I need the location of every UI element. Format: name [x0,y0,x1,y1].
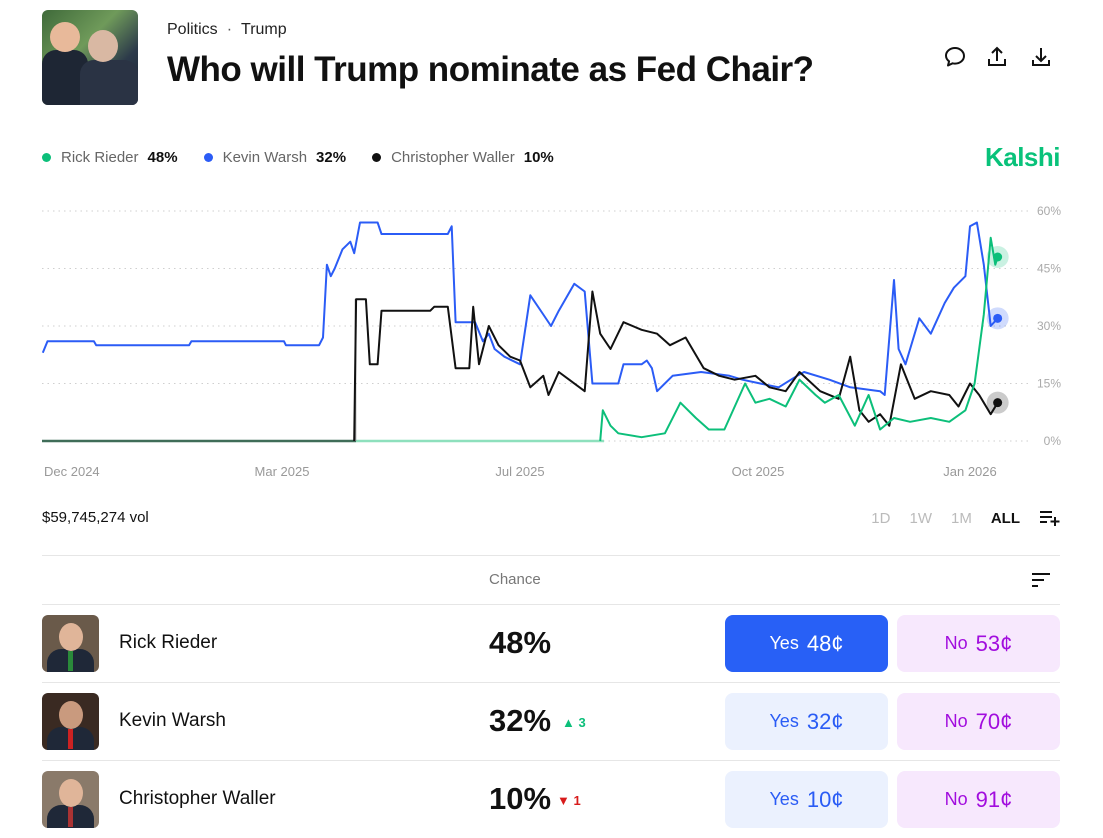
range-1w[interactable]: 1W [909,509,932,527]
sort-icon[interactable] [1031,572,1051,588]
no-price: 91¢ [975,786,1013,812]
no-label: No [944,711,968,731]
yes-button[interactable]: Yes 48¢ [725,615,888,672]
legend-name: Rick Rieder [61,149,139,166]
legend-name: Christopher Waller [391,149,515,166]
x-tick-label: Jul 2025 [495,464,544,479]
share-icon[interactable] [984,44,1010,70]
yes-price: 32¢ [806,708,844,734]
triangle-down-icon: ▼ [557,793,570,808]
page-title: Who will Trump nominate as Fed Chair? [167,50,814,89]
breadcrumb: Politics · Trump [167,21,287,39]
breadcrumb-trump[interactable]: Trump [241,21,287,38]
endpoint-dot [993,313,1003,323]
table-row: Rick Rieder 48% Yes 48¢ No 53¢ [42,604,1060,682]
yes-button[interactable]: Yes 32¢ [725,693,888,750]
legend-item-rieder: Rick Rieder 48% [42,149,178,166]
chart-legend: Rick Rieder 48% Kevin Warsh 32% Christophe… [42,149,554,166]
breadcrumb-separator: · [226,21,233,38]
comment-icon[interactable] [942,44,968,70]
x-tick-label: Mar 2025 [255,464,310,479]
divider [42,760,1060,761]
legend-pct: 48% [147,149,178,166]
endpoint-dot [993,398,1003,408]
add-to-list-icon[interactable] [1039,509,1061,527]
yes-button[interactable]: Yes 10¢ [725,771,888,828]
no-button[interactable]: No 91¢ [897,771,1060,828]
divider [42,682,1060,683]
endpoint-dot [993,252,1003,262]
y-tick-label: 15% [1037,377,1061,391]
range-selector: 1D 1W 1M ALL [852,509,1061,527]
change-value: 3 [578,715,586,730]
avatar [42,693,99,750]
legend-dot [203,153,213,162]
chance-column-header: Chance [489,571,541,588]
legend-pct: 10% [523,149,554,166]
legend-item-waller: Christopher Waller 10% [372,149,554,166]
legend-dot [372,153,382,162]
y-tick-label: 30% [1037,319,1061,333]
triangle-up-icon: ▲ [562,715,575,730]
chance-change: ▼ 1 [557,793,581,808]
yes-price: 48¢ [806,630,844,656]
table-row: Kevin Warsh 32% ▲ 3 Yes 32¢ No 70¢ [42,682,1060,760]
candidate-name[interactable]: Rick Rieder [119,632,218,653]
no-label: No [944,633,968,653]
avatar [42,771,99,828]
change-value: 1 [573,793,581,808]
series-line-rick-rieder [599,236,999,442]
range-1m[interactable]: 1M [950,509,972,527]
volume-text: $59,745,274 vol [42,509,149,526]
legend-dot [42,153,51,162]
y-tick-label: 0% [1044,434,1062,448]
yes-label: Yes [769,711,799,731]
range-all[interactable]: ALL [990,509,1020,527]
price-chart[interactable]: 0% 15% 30% 45% 60% Dec 2024 Mar 2025 Jul 2025 Oc… [0,195,1103,485]
avatar [42,615,99,672]
divider [42,604,1060,605]
yes-label: Yes [769,633,799,653]
y-tick-label: 60% [1037,204,1061,218]
yes-label: Yes [769,789,799,809]
x-tick-label: Dec 2024 [44,464,100,479]
market-image [42,10,138,105]
candidate-name[interactable]: Kevin Warsh [119,710,226,731]
table-row: Christopher Waller 10% ▼ 1 Yes 10¢ No 91¢ [42,760,1060,838]
chance-value: 48% [489,625,552,660]
kalshi-logo[interactable]: Kalshi [984,142,1061,172]
chance-value: 10% [489,781,552,816]
legend-item-warsh: Kevin Warsh 32% [203,149,347,166]
no-button[interactable]: No 70¢ [897,693,1060,750]
x-tick-label: Oct 2025 [732,464,785,479]
breadcrumb-politics[interactable]: Politics [167,21,218,38]
series-line-kevin-warsh [41,221,999,396]
chance-change: ▲ 3 [562,715,586,730]
download-icon[interactable] [1028,44,1054,70]
divider [42,555,1060,556]
range-1d[interactable]: 1D [871,509,891,527]
yes-price: 10¢ [806,786,844,812]
no-price: 53¢ [975,630,1013,656]
chance-value: 32% [489,703,552,738]
x-tick-label: Jan 2026 [943,464,997,479]
series-line-christopher-waller [353,290,999,442]
y-tick-label: 45% [1037,262,1061,276]
no-label: No [944,789,968,809]
legend-pct: 32% [316,149,347,166]
legend-name: Kevin Warsh [222,149,308,166]
no-button[interactable]: No 53¢ [897,615,1060,672]
no-price: 70¢ [975,708,1013,734]
candidate-name[interactable]: Christopher Waller [119,788,276,809]
